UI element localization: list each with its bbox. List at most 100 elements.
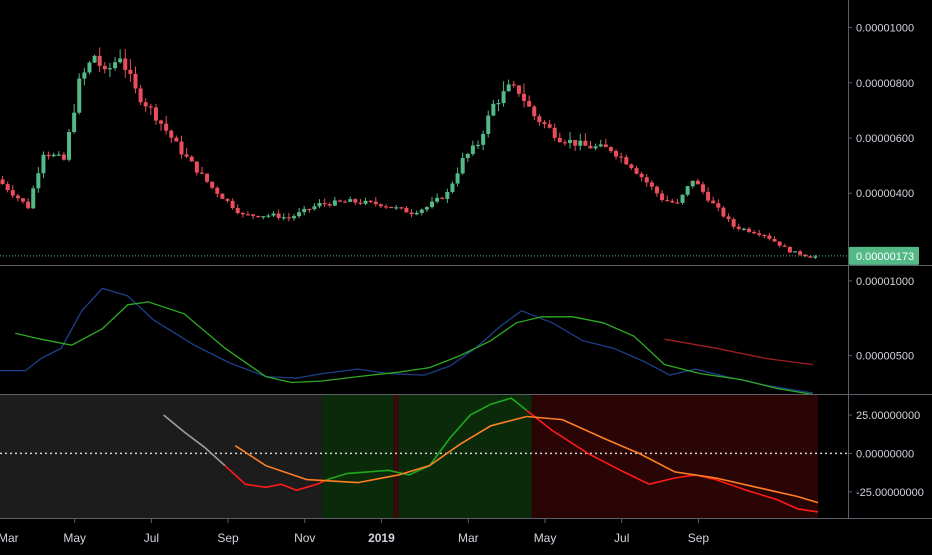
candle-body: [97, 55, 102, 66]
candle-body: [276, 213, 281, 218]
candle-body: [72, 112, 77, 133]
candle-body: [240, 212, 245, 215]
candle-body: [322, 203, 327, 205]
candle-body: [813, 256, 818, 258]
candle-body: [210, 181, 215, 188]
candle-body: [148, 106, 153, 108]
candle-body: [302, 208, 307, 213]
candle-body: [363, 200, 368, 204]
candle-body: [603, 144, 608, 148]
candle-body: [685, 186, 690, 195]
candle-body: [281, 217, 286, 219]
candle-body: [256, 215, 261, 218]
oscillator-region-2: [393, 395, 399, 518]
candle-body: [516, 85, 521, 94]
x-tick-label: Mar: [458, 531, 479, 545]
candle-body: [414, 212, 419, 215]
candle-body: [404, 207, 409, 213]
candle-body: [399, 207, 404, 209]
candle-body: [792, 251, 797, 253]
candle-body: [184, 154, 189, 157]
candle-body: [261, 216, 266, 218]
candle-body: [654, 186, 659, 194]
osc-tick-label: -25.00000000: [856, 487, 924, 499]
osc-tick-label: 0.00000000: [856, 448, 914, 460]
candle-body: [552, 127, 557, 138]
candle-body: [772, 238, 777, 242]
candle-body: [317, 203, 322, 207]
candle-body: [286, 217, 291, 219]
price-tick-label: 0.00000800: [856, 78, 914, 90]
candle-body: [46, 154, 51, 157]
price-tick-label: 0.00001000: [856, 23, 914, 35]
candle-body: [680, 194, 685, 203]
candle-body: [77, 78, 82, 113]
oscillator-line-4: [234, 415, 819, 504]
candles-group: [0, 47, 818, 259]
x-tick-label: Jul: [144, 531, 159, 545]
candle-body: [230, 200, 235, 209]
candle-body: [562, 142, 567, 144]
candle-body: [41, 154, 46, 174]
candle-body: [368, 200, 373, 203]
candle-body: [762, 235, 767, 237]
candle-body: [695, 180, 700, 185]
candle-body: [87, 62, 92, 73]
candle-body: [348, 199, 353, 202]
candle-body: [649, 182, 654, 187]
candle-body: [389, 206, 394, 209]
candle-body: [624, 157, 629, 165]
candle-body: [424, 207, 429, 210]
candle-body: [164, 123, 169, 131]
candle-body: [557, 137, 562, 143]
candle-body: [205, 173, 210, 182]
candle-body: [736, 226, 741, 229]
candle-body: [327, 204, 332, 206]
candle-body: [537, 116, 542, 123]
candle-body: [394, 207, 399, 209]
candle-body: [51, 154, 56, 157]
candle-body: [235, 208, 240, 213]
candle-body: [639, 173, 644, 178]
ma-tick-label: 0.00000500: [856, 351, 914, 363]
candle-body: [118, 58, 123, 63]
candle-body: [107, 68, 112, 70]
candle-body: [21, 198, 26, 202]
candle-body: [496, 103, 501, 105]
candle-body: [501, 91, 506, 104]
oscillator-region-0: [0, 395, 323, 518]
candle-body: [82, 72, 87, 79]
candle-body: [573, 139, 578, 146]
candle-body: [614, 151, 619, 157]
candle-body: [578, 140, 583, 146]
oscillator-line-3: [526, 409, 819, 513]
x-tick-label: May: [534, 531, 557, 545]
candle-body: [102, 65, 107, 70]
candle-body: [61, 154, 66, 160]
candle-body: [266, 215, 271, 217]
candle-body: [629, 164, 634, 169]
candle-body: [189, 156, 194, 162]
candle-body: [522, 93, 527, 101]
ma-line-2: [664, 338, 813, 366]
candle-body: [199, 172, 204, 174]
candle-body: [409, 212, 414, 215]
candle-body: [511, 84, 516, 86]
candle-body: [353, 199, 358, 203]
x-tick-label: Sep: [688, 531, 710, 545]
candle-body: [291, 216, 296, 219]
candle-body: [450, 183, 455, 192]
candle-body: [0, 179, 5, 185]
last-price-label: 0.00000173: [856, 251, 914, 263]
candle-body: [583, 140, 588, 146]
candle-body: [343, 201, 348, 203]
candle-body: [15, 195, 20, 199]
osc-tick-label: 25.00000000: [856, 410, 920, 422]
candle-body: [128, 69, 133, 74]
candle-body: [31, 188, 36, 209]
candle-body: [798, 251, 803, 255]
candle-body: [588, 145, 593, 149]
candle-body: [440, 197, 445, 200]
